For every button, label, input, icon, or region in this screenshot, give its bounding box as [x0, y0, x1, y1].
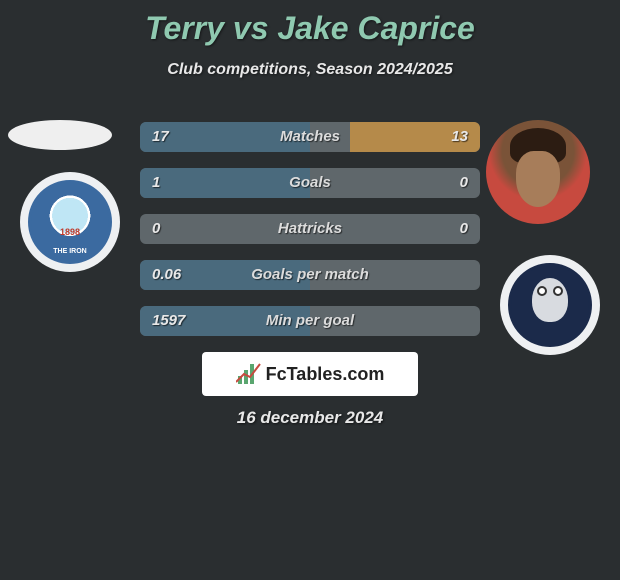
stats-table: 17 Matches 13 1 Goals 0 0 Hattricks 0 0.…	[140, 122, 480, 352]
brand-label: FcTables.com	[266, 364, 385, 385]
comparison-card: Terry vs Jake Caprice Club competitions,…	[0, 0, 620, 580]
stat-label: Goals per match	[140, 260, 480, 290]
page-title: Terry vs Jake Caprice	[0, 0, 620, 47]
club-left-badge: THE IRON	[20, 172, 120, 272]
club-right-badge	[500, 255, 600, 355]
stat-label: Hattricks	[140, 214, 480, 244]
stat-row: 17 Matches 13	[140, 122, 480, 152]
stat-row: 0.06 Goals per match	[140, 260, 480, 290]
player-left-avatar	[8, 120, 112, 150]
brand-badge[interactable]: FcTables.com	[202, 352, 418, 396]
stat-value-right: 13	[451, 122, 468, 152]
stat-row: 0 Hattricks 0	[140, 214, 480, 244]
subtitle: Club competitions, Season 2024/2025	[0, 61, 620, 79]
chart-icon	[236, 364, 260, 384]
stat-value-right: 0	[460, 214, 468, 244]
player-right-avatar	[486, 120, 590, 224]
stat-label: Matches	[140, 122, 480, 152]
stat-label: Goals	[140, 168, 480, 198]
stat-row: 1 Goals 0	[140, 168, 480, 198]
stat-label: Min per goal	[140, 306, 480, 336]
stat-row: 1597 Min per goal	[140, 306, 480, 336]
stat-value-right: 0	[460, 168, 468, 198]
date-label: 16 december 2024	[0, 408, 620, 428]
